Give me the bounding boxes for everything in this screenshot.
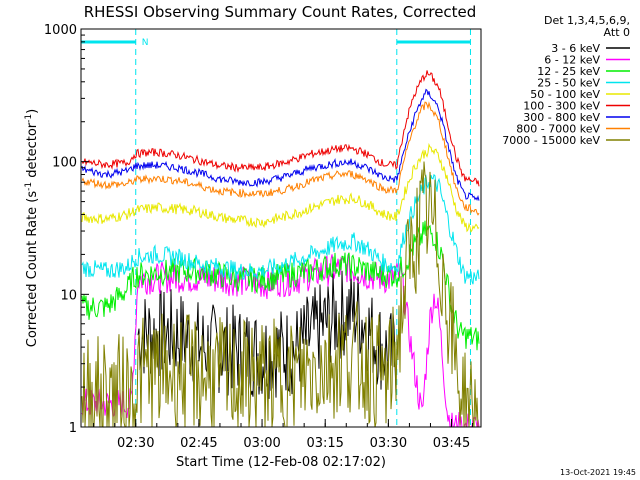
x-tick-label: 03:45 <box>433 436 470 451</box>
y-tick-label: 1 <box>69 421 77 436</box>
series-line-8 <box>81 161 479 428</box>
legend-label: 25 - 50 keV <box>537 77 600 90</box>
y-axis-label-sup2: -1 <box>24 114 34 123</box>
plot-area: N <box>81 29 480 428</box>
chart-title: RHESSI Observing Summary Count Rates, Co… <box>84 3 477 21</box>
footer-date: 13-Oct-2021 19:45 <box>560 468 636 477</box>
x-tick-label: 03:15 <box>306 436 343 451</box>
legend-label: 12 - 25 keV <box>537 65 600 78</box>
y-axis-label-mid: detector <box>25 122 40 182</box>
series-line-6 <box>81 88 480 201</box>
series-line-5 <box>81 70 480 187</box>
y-tick-label: 100 <box>52 156 77 171</box>
y-tick-label: 10 <box>60 288 77 303</box>
legend-label: 7000 - 15000 keV <box>502 134 600 147</box>
x-tick-label: 03:00 <box>243 436 280 451</box>
y-axis-label-sup1: -1 <box>24 182 34 191</box>
series-line-7 <box>81 101 480 216</box>
y-axis-label: Corrected Count Rate (s-1 detector-1) <box>24 109 40 347</box>
x-tick-label: 02:45 <box>180 436 217 451</box>
legend-header-line1: Det 1,3,4,5,6,9, <box>544 14 630 27</box>
x-axis-label: Start Time (12-Feb-08 02:17:02) <box>176 455 386 470</box>
legend-header-line2: Att 0 <box>604 26 630 39</box>
series-line-1 <box>81 252 480 428</box>
flag-bar-label: N <box>142 38 149 48</box>
series-line-3 <box>81 173 480 285</box>
axes: 02:30 02:45 03:00 03:15 03:30 03:45 1 10 100 1000 <box>44 23 474 451</box>
y-axis-label-end: ) <box>25 109 40 114</box>
legend-label: 6 - 12 keV <box>544 54 600 67</box>
series-line-4 <box>81 142 480 233</box>
legend-label: 100 - 300 keV <box>523 100 600 113</box>
legend-label: 3 - 6 keV <box>551 42 600 55</box>
x-tick-label: 03:30 <box>370 436 407 451</box>
legend-label: 50 - 100 keV <box>530 88 600 101</box>
x-tick-label: 02:30 <box>117 436 154 451</box>
plot-frame <box>80 28 482 428</box>
y-tick-label: 1000 <box>44 23 77 38</box>
legend-label: 800 - 7000 keV <box>516 123 600 136</box>
y-axis-label-main: Corrected Count Rate (s <box>25 191 40 348</box>
legend-label: 300 - 800 keV <box>523 111 600 124</box>
